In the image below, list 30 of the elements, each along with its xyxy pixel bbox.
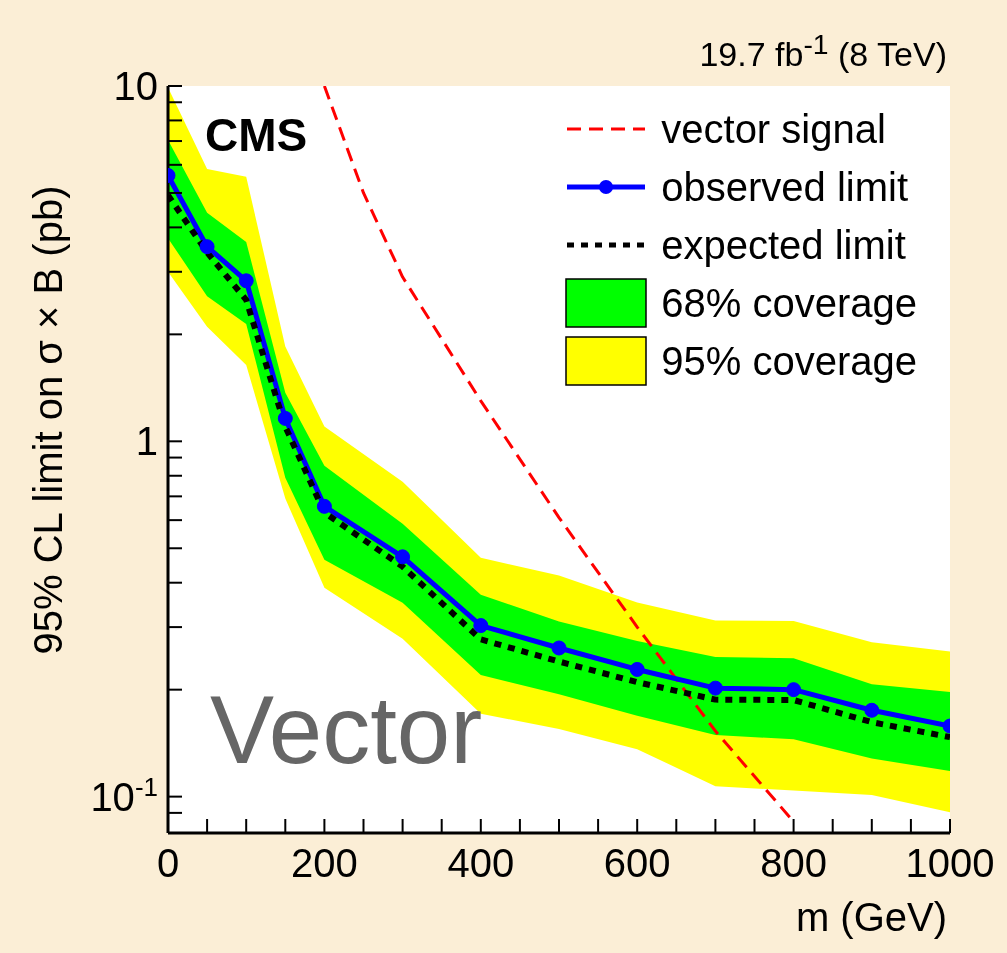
- legend-label: vector signal: [661, 106, 886, 152]
- point: [707, 680, 723, 696]
- point: [395, 549, 411, 565]
- y-tick-label: 10$^{-1}$: [90, 771, 158, 819]
- point: [473, 618, 489, 634]
- y-axis-title: 95% CL limit on σ × B (pb): [25, 184, 71, 657]
- point: [629, 661, 645, 677]
- x-tick-label: 800: [760, 841, 827, 885]
- x-tick-label: 600: [603, 841, 671, 885]
- point: [864, 702, 880, 718]
- x-tick-label: 200: [291, 841, 358, 885]
- legend-label: observed limit: [661, 164, 909, 210]
- y-tick-label: 1: [135, 419, 158, 464]
- point: [316, 498, 332, 514]
- legend-label: 68% coverage: [661, 280, 917, 326]
- point: [238, 273, 254, 289]
- point: [786, 682, 802, 698]
- point: [199, 239, 215, 255]
- legend-label: expected limit: [661, 222, 906, 268]
- annotation: CMS: [205, 108, 308, 162]
- point: [551, 640, 567, 656]
- x-tick-label: 1000: [905, 841, 995, 885]
- x-tick-label: 400: [447, 841, 515, 885]
- y-tick-label: 10: [113, 64, 158, 108]
- x-axis-title: m (GeV): [795, 895, 947, 940]
- x-tick-label: 0: [156, 841, 180, 885]
- annotation: Vector: [210, 675, 483, 785]
- legend-label: 95% coverage: [661, 338, 917, 384]
- chart-subtitle: 19.7 fb$^{-1}$ (8 TeV): [699, 28, 947, 75]
- point: [277, 410, 293, 426]
